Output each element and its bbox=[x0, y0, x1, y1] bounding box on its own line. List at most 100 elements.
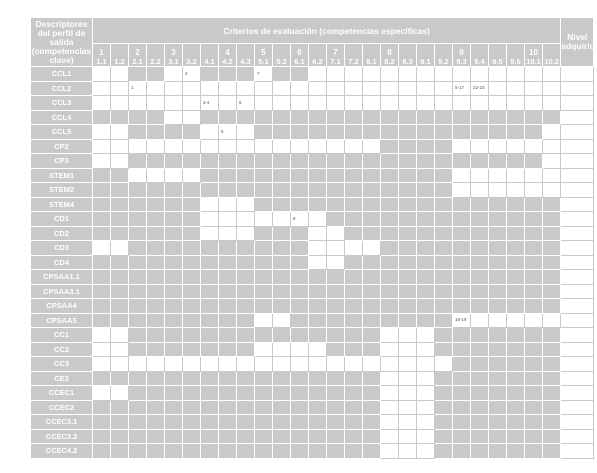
criterion-cell-applicable[interactable] bbox=[488, 95, 507, 111]
criterion-cell-applicable[interactable] bbox=[434, 356, 453, 372]
criterion-cell-applicable[interactable] bbox=[326, 66, 345, 82]
level-cell[interactable] bbox=[560, 240, 595, 256]
criterion-cell-applicable[interactable] bbox=[524, 80, 543, 96]
criterion-cell-applicable[interactable] bbox=[272, 356, 291, 372]
criterion-cell-applicable[interactable] bbox=[308, 254, 327, 270]
criterion-cell-applicable[interactable] bbox=[434, 95, 453, 111]
level-cell[interactable] bbox=[560, 167, 595, 183]
criterion-cell-applicable[interactable] bbox=[200, 124, 219, 140]
criterion-cell-applicable[interactable] bbox=[416, 399, 435, 415]
criterion-cell-applicable[interactable] bbox=[344, 138, 363, 154]
criterion-cell-applicable[interactable] bbox=[218, 211, 237, 227]
criterion-cell-applicable[interactable] bbox=[398, 428, 417, 444]
criterion-cell-applicable[interactable] bbox=[416, 428, 435, 444]
criterion-cell-applicable[interactable] bbox=[380, 95, 399, 111]
criterion-cell-applicable[interactable] bbox=[541, 80, 562, 96]
criterion-cell-applicable[interactable] bbox=[146, 80, 165, 96]
criterion-cell-applicable[interactable] bbox=[308, 356, 327, 372]
criterion-cell-applicable[interactable] bbox=[290, 356, 309, 372]
criterion-cell-applicable[interactable] bbox=[362, 80, 381, 96]
level-cell[interactable] bbox=[560, 182, 595, 198]
criterion-cell-applicable[interactable] bbox=[236, 138, 255, 154]
criterion-cell-applicable[interactable] bbox=[110, 80, 129, 96]
criterion-cell-applicable[interactable] bbox=[541, 312, 562, 328]
level-cell[interactable] bbox=[560, 196, 595, 212]
criterion-cell-applicable[interactable] bbox=[488, 167, 507, 183]
criterion-cell-applicable[interactable] bbox=[416, 95, 435, 111]
criterion-cell-applicable[interactable] bbox=[308, 80, 327, 96]
criterion-cell-applicable[interactable] bbox=[452, 167, 471, 183]
criterion-cell-applicable[interactable] bbox=[398, 66, 417, 82]
level-cell[interactable] bbox=[560, 80, 595, 96]
criterion-cell-applicable[interactable] bbox=[182, 109, 201, 125]
criterion-cell-applicable[interactable] bbox=[362, 66, 381, 82]
criterion-cell-applicable[interactable] bbox=[290, 95, 309, 111]
criterion-cell-applicable[interactable]: 3-4 bbox=[200, 95, 219, 111]
criterion-cell-applicable[interactable] bbox=[308, 341, 327, 357]
criterion-cell-applicable[interactable] bbox=[488, 138, 507, 154]
criterion-cell-applicable[interactable] bbox=[236, 80, 255, 96]
criterion-cell-applicable[interactable] bbox=[452, 182, 471, 198]
criterion-cell-applicable[interactable] bbox=[308, 66, 327, 82]
criterion-cell-applicable[interactable] bbox=[272, 211, 291, 227]
criterion-cell-applicable[interactable] bbox=[254, 211, 273, 227]
criterion-cell-applicable[interactable] bbox=[110, 95, 129, 111]
criterion-cell-applicable[interactable] bbox=[398, 370, 417, 386]
criterion-cell-applicable[interactable] bbox=[110, 385, 129, 401]
level-cell[interactable] bbox=[560, 414, 595, 430]
criterion-cell-applicable[interactable] bbox=[452, 95, 471, 111]
criterion-cell-applicable[interactable] bbox=[92, 240, 111, 256]
criterion-cell-applicable[interactable] bbox=[541, 153, 562, 169]
criterion-cell-applicable[interactable] bbox=[110, 124, 129, 140]
criterion-cell-applicable[interactable] bbox=[290, 80, 309, 96]
criterion-cell-applicable[interactable] bbox=[92, 138, 111, 154]
level-cell[interactable] bbox=[560, 399, 595, 415]
level-cell[interactable] bbox=[560, 254, 595, 270]
criterion-cell-applicable[interactable] bbox=[380, 327, 399, 343]
criterion-cell-applicable[interactable] bbox=[236, 124, 255, 140]
level-cell[interactable] bbox=[560, 269, 595, 285]
criterion-cell-applicable[interactable] bbox=[218, 225, 237, 241]
criterion-cell-applicable[interactable] bbox=[254, 138, 273, 154]
criterion-cell-applicable[interactable] bbox=[416, 443, 435, 459]
criterion-cell-applicable[interactable] bbox=[272, 138, 291, 154]
criterion-cell-applicable[interactable] bbox=[128, 138, 147, 154]
criterion-cell-applicable[interactable] bbox=[344, 80, 363, 96]
criterion-cell-applicable[interactable] bbox=[110, 66, 129, 82]
criterion-cell-applicable[interactable]: 18-19 bbox=[452, 312, 471, 328]
criterion-cell-applicable[interactable] bbox=[92, 327, 111, 343]
criterion-cell-applicable[interactable] bbox=[524, 95, 543, 111]
level-cell[interactable] bbox=[560, 211, 595, 227]
criterion-cell-applicable[interactable] bbox=[398, 80, 417, 96]
criterion-cell-applicable[interactable] bbox=[110, 341, 129, 357]
criterion-cell-applicable[interactable]: 6 bbox=[236, 95, 255, 111]
criterion-cell-applicable[interactable] bbox=[541, 95, 562, 111]
criterion-cell-applicable[interactable] bbox=[506, 138, 525, 154]
criterion-cell-applicable[interactable] bbox=[254, 356, 273, 372]
criterion-cell-applicable[interactable] bbox=[380, 341, 399, 357]
criterion-cell-applicable[interactable] bbox=[434, 80, 453, 96]
criterion-cell-applicable[interactable] bbox=[182, 80, 201, 96]
criterion-cell-applicable[interactable] bbox=[164, 80, 183, 96]
criterion-cell-applicable[interactable]: 7 bbox=[254, 66, 273, 82]
criterion-cell-applicable[interactable] bbox=[308, 138, 327, 154]
criterion-cell-applicable[interactable] bbox=[200, 138, 219, 154]
criterion-cell-applicable[interactable] bbox=[272, 341, 291, 357]
criterion-cell-applicable[interactable] bbox=[398, 385, 417, 401]
level-cell[interactable] bbox=[560, 124, 595, 140]
criterion-cell-applicable[interactable] bbox=[434, 66, 453, 82]
criterion-cell-applicable[interactable] bbox=[398, 327, 417, 343]
level-cell[interactable] bbox=[560, 283, 595, 299]
criterion-cell-applicable[interactable] bbox=[290, 341, 309, 357]
criterion-cell-applicable[interactable] bbox=[92, 385, 111, 401]
criterion-cell-applicable[interactable] bbox=[524, 138, 543, 154]
criterion-cell-applicable[interactable] bbox=[380, 385, 399, 401]
criterion-cell-applicable[interactable] bbox=[308, 211, 327, 227]
criterion-cell-applicable[interactable] bbox=[398, 341, 417, 357]
criterion-cell-applicable[interactable] bbox=[344, 356, 363, 372]
criterion-cell-applicable[interactable] bbox=[362, 356, 381, 372]
criterion-cell-applicable[interactable] bbox=[326, 80, 345, 96]
level-cell[interactable] bbox=[560, 66, 595, 82]
criterion-cell-applicable[interactable] bbox=[398, 414, 417, 430]
criterion-cell-applicable[interactable] bbox=[200, 211, 219, 227]
